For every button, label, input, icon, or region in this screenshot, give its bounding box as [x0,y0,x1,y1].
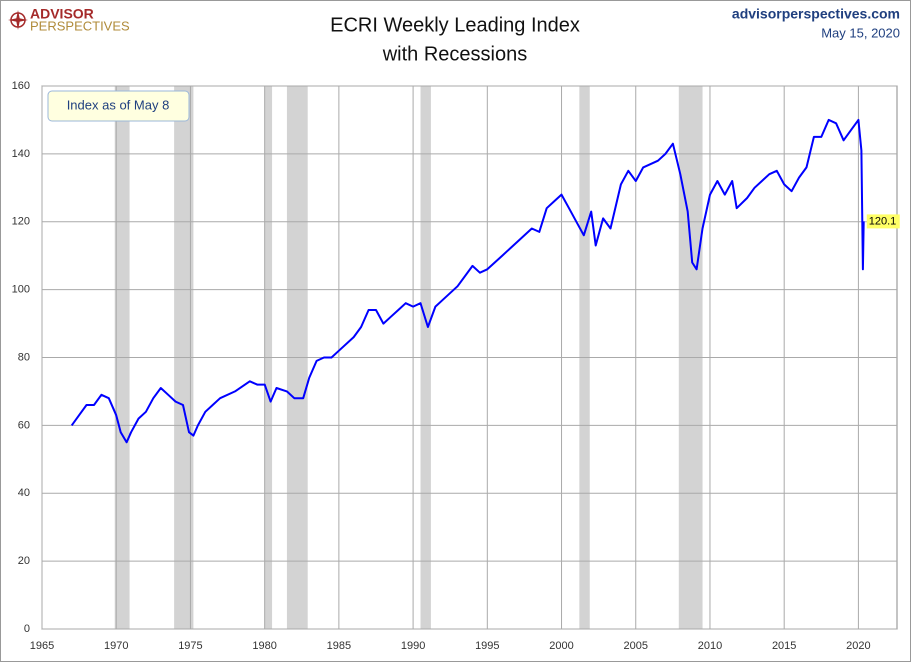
value-label: 120.1 [869,215,897,227]
x-tick-label: 2015 [772,640,796,652]
date: May 15, 2020 [821,25,900,40]
x-tick-label: 1965 [30,640,54,652]
chart-subtitle: with Recessions [382,43,528,65]
value-label-bg [866,214,900,229]
x-tick-label: 1985 [327,640,351,652]
index-line [70,118,865,444]
y-tick-label: 0 [24,623,30,635]
brand-sub: PERSPECTIVES [30,18,130,33]
y-tick-label: 140 [12,148,30,160]
x-tick-label: 2020 [846,640,870,652]
x-tick-label: 2005 [624,640,648,652]
y-tick-label: 120 [12,216,30,228]
x-tick-label: 2010 [698,640,722,652]
x-tick-label: 1995 [475,640,499,652]
y-tick-label: 40 [18,487,30,499]
x-tick-label: 1970 [104,640,128,652]
chart-title: ECRI Weekly Leading Index [330,14,580,36]
y-tick-label: 20 [18,555,30,567]
y-tick-label: 60 [18,419,30,431]
y-tick-label: 100 [12,284,30,296]
logo-icon [8,10,28,30]
site: advisorperspectives.com [732,6,900,22]
brand: ADVISOR [30,6,94,22]
x-tick-label: 1990 [401,640,425,652]
annotation: Index as of May 8 [67,97,170,112]
x-tick-label: 1975 [178,640,202,652]
y-tick-label: 160 [12,80,30,92]
annotation-box [47,90,190,122]
y-tick-label: 80 [18,351,30,363]
x-tick-label: 2000 [549,640,573,652]
x-tick-label: 1980 [252,640,276,652]
